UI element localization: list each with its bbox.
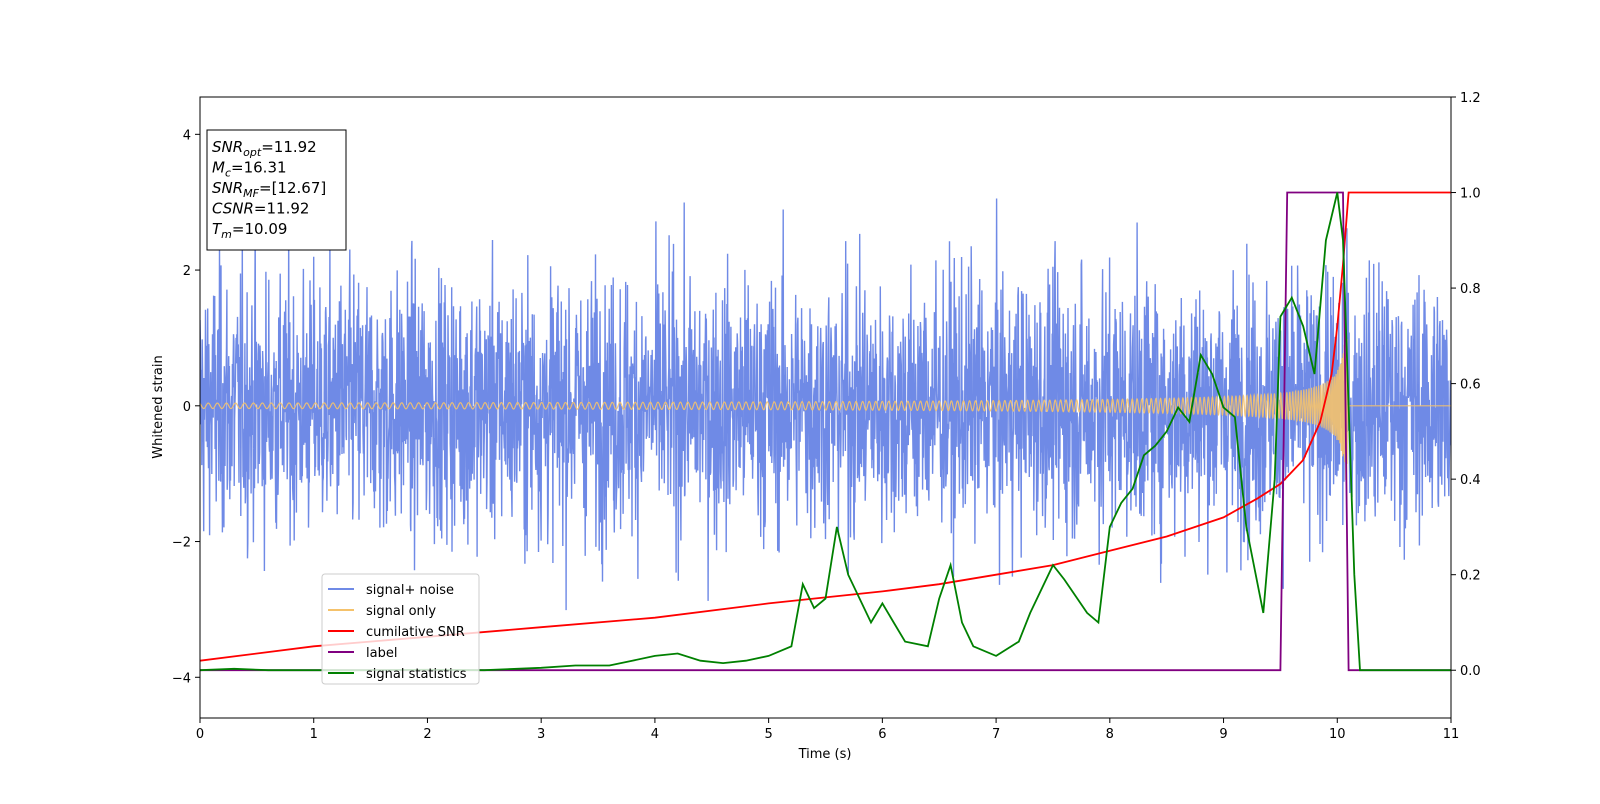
stats-value: =10.09 — [232, 220, 288, 238]
y2-tick-label: 0.2 — [1460, 569, 1481, 584]
stats-line: CSNR=11.92 — [212, 200, 309, 218]
legend-label: label — [366, 646, 397, 661]
stats-box-frame — [206, 129, 347, 251]
y2-tick-label: 0.6 — [1460, 378, 1481, 393]
stats-line: SNRopt=11.92 — [212, 138, 317, 159]
legend-frame — [321, 573, 480, 685]
stats-line: Mc=16.31 — [212, 159, 287, 180]
x-tick-label: 5 — [764, 727, 772, 742]
x-tick-label: 10 — [1329, 727, 1346, 742]
stats-symbol: CSNR — [212, 200, 254, 218]
stats-symbol: SNR — [212, 179, 243, 197]
y2-tick-label: 1.2 — [1460, 91, 1481, 106]
stats-symbol: T — [212, 220, 223, 238]
stats-line: SNRMF=[12.67] — [212, 179, 326, 200]
stats-subscript: c — [225, 167, 231, 180]
stats-subscript: MF — [243, 187, 259, 200]
y2-tick-label: 0.0 — [1460, 664, 1481, 679]
x-tick-label: 2 — [423, 727, 431, 742]
series-layer — [200, 191, 1451, 672]
legend: signal+ noise signal only cumilative SNR la… — [321, 573, 480, 685]
y-tick-label: 0 — [183, 400, 191, 415]
y-tick-label: 2 — [183, 264, 191, 279]
x-tick-label: 3 — [537, 727, 545, 742]
stats-value: =11.92 — [254, 200, 310, 218]
legend-label: signal statistics — [366, 667, 467, 682]
stats-value: =11.92 — [261, 138, 317, 156]
x-tick-label: 6 — [878, 727, 886, 742]
stats-line: Tm=10.09 — [212, 220, 287, 241]
legend-label: signal+ noise — [366, 583, 454, 598]
x-tick-label: 1 — [310, 727, 318, 742]
stats-symbol: SNR — [212, 138, 243, 156]
stats-subscript: opt — [243, 146, 262, 159]
y-tick-label: −4 — [172, 671, 191, 686]
ticks-layer: 0 1 2 3 4 5 6 7 8 9 10 11 −4 −2 0 2 4 0.0 0.2 0.4 0.6 0.8 1.0 1… — [172, 91, 1481, 742]
y-axis-label: Whitened strain — [151, 355, 166, 458]
x-tick-label: 0 — [196, 727, 204, 742]
series-signal-only — [200, 332, 1451, 481]
x-tick-label: 7 — [992, 727, 1000, 742]
x-tick-label: 11 — [1443, 727, 1460, 742]
y2-tick-label: 1.0 — [1460, 187, 1481, 202]
x-tick-label: 9 — [1219, 727, 1227, 742]
stats-subscript: m — [221, 228, 232, 241]
legend-label: signal only — [366, 604, 436, 619]
legend-label: cumilative SNR — [366, 625, 465, 640]
stats-symbol: M — [212, 159, 225, 177]
stats-value: =16.31 — [231, 159, 287, 177]
series-signal-statistics — [200, 192, 1451, 672]
x-tick-label: 8 — [1106, 727, 1114, 742]
stats-box: SNRopt=11.92Mc=16.31SNRMF=[12.67]CSNR=11… — [206, 129, 347, 251]
series-signal-noise — [200, 198, 1451, 611]
y-tick-label: 4 — [183, 128, 191, 143]
stats-value: =[12.67] — [259, 179, 326, 197]
plot-frame — [199, 96, 1452, 719]
x-axis-label: Time (s) — [798, 747, 852, 762]
y2-tick-label: 0.8 — [1460, 282, 1481, 297]
series-cumulative-snr — [200, 191, 1451, 662]
x-tick-label: 4 — [651, 727, 659, 742]
y2-tick-label: 0.4 — [1460, 473, 1481, 488]
y-tick-label: −2 — [172, 536, 191, 551]
